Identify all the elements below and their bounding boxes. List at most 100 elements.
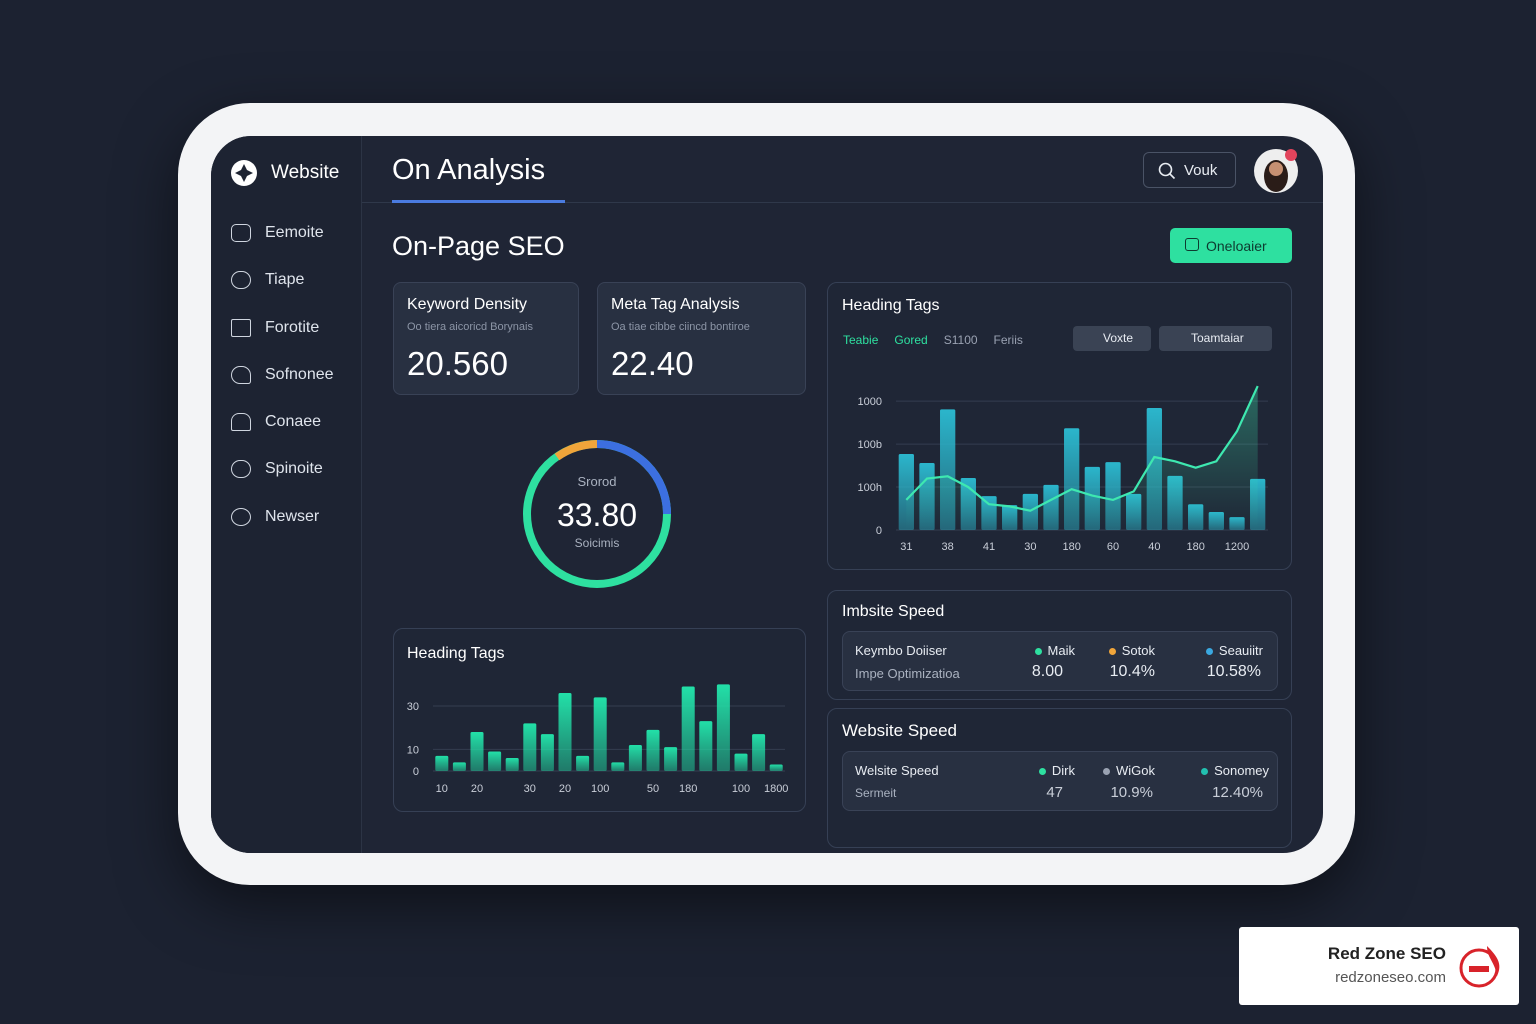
card-title: Meta Tag Analysis (611, 296, 740, 313)
card-subtitle: Oa tiae cibbe ciincd bontiroe (611, 321, 750, 333)
button-label: Oneloaier (1206, 238, 1267, 254)
x-tick-label: 30 (524, 783, 536, 795)
bar (452, 762, 466, 771)
x-tick-label: 180 (1062, 541, 1080, 553)
tab[interactable]: Teabie (843, 333, 879, 347)
header-title: On Analysis (392, 154, 546, 186)
cell-value: 10.9% (1110, 784, 1153, 801)
gauge-top: Srorod (577, 474, 616, 489)
y-tick-label: 1000 (858, 396, 882, 408)
x-tick-label: 31 (900, 541, 912, 553)
panel-title: Imbsite Speed (842, 603, 945, 620)
bar (752, 734, 766, 771)
bar (435, 755, 449, 771)
legend-item: Sonomey (1183, 763, 1269, 778)
x-tick-label: 30 (1024, 541, 1036, 553)
bar (699, 721, 713, 771)
search-box[interactable]: Vouk (1143, 152, 1236, 188)
badge: Red Zone SEO redzoneseo.com (1239, 927, 1519, 1005)
bottom-chart: 0 10 30 10 20 30 20 100 50 180 100 1800 (407, 684, 788, 795)
bar (540, 734, 554, 771)
nav-label: Eemoite (265, 224, 324, 241)
row-label: Keymbo Doiiser (855, 643, 947, 658)
badge-logo (1459, 946, 1500, 988)
cell-value: 47 (1046, 784, 1063, 801)
x-tick-label: 20 (559, 783, 571, 795)
nav-item[interactable]: Sofnonee (231, 366, 334, 384)
bar (628, 745, 642, 771)
chart-button[interactable]: Toamtaiar (1159, 326, 1272, 351)
nav-label: Conaee (265, 413, 322, 430)
x-tick-label: 20 (471, 783, 483, 795)
brand-icon (231, 160, 257, 186)
x-tick-label: 38 (942, 541, 954, 553)
nav-item[interactable]: Newser (231, 508, 319, 526)
x-tick-label: 1200 (1225, 541, 1249, 553)
tab[interactable]: Feriis (993, 333, 1023, 347)
gauge-value: 33.80 (557, 497, 637, 533)
sidebar: Website Eemoite Tiape Forotite Sofnonee … (211, 136, 362, 853)
speed-table: Keymbo Doiiser Impe Optimizatioa Maik 8.… (842, 631, 1278, 691)
legend-item: Dirk (1015, 763, 1075, 778)
nav-label: Tiape (265, 271, 305, 288)
line (905, 385, 1259, 512)
bar (769, 764, 783, 771)
brand-name: Website (271, 162, 340, 183)
chart-title: Heading Tags (842, 297, 940, 314)
x-tick-label: 100 (732, 783, 750, 795)
tab[interactable]: S1100 (943, 333, 978, 347)
bar (734, 753, 748, 771)
bar (558, 693, 572, 771)
card-title: Keyword Density (407, 296, 528, 313)
bar (646, 729, 660, 771)
nav-item[interactable]: Conaee (231, 413, 321, 431)
x-tick-label: 10 (436, 783, 448, 795)
x-tick-label: 50 (647, 783, 659, 795)
legend-item: Maik (1015, 643, 1075, 658)
tab-underline (392, 200, 565, 203)
action-button[interactable]: Oneloaier (1170, 228, 1292, 263)
chart-button[interactable]: Voxte (1073, 326, 1151, 351)
button-label: Voxte (1103, 331, 1134, 345)
bar (716, 684, 730, 771)
bar (681, 686, 695, 771)
gauge: Srorod 33.80 Soicimis (523, 440, 671, 588)
brand: Website (231, 160, 339, 186)
bar (611, 762, 625, 771)
gauge-bottom: Soicimis (575, 536, 620, 550)
y-tick-label: 10 (407, 744, 419, 756)
cell-value: 12.40% (1212, 784, 1263, 801)
nav-item[interactable]: Spinoite (231, 460, 323, 478)
y-tick-label: 0 (876, 525, 882, 537)
card-value: 20.560 (407, 345, 508, 382)
y-tick-label: 30 (407, 701, 419, 713)
row-label: Sermeit (855, 786, 897, 800)
nav-item[interactable]: Eemoite (231, 224, 324, 242)
speed-table: Welsite Speed Sermeit Dirk 47 WiGok 10.9… (842, 751, 1278, 811)
nav-item[interactable]: Forotite (231, 319, 319, 337)
legend-item: Sotok (1095, 643, 1155, 658)
x-tick-label: 41 (983, 541, 995, 553)
nav-label: Newser (265, 508, 320, 525)
badge-name: Red Zone SEO (1327, 944, 1446, 963)
y-tick-label: 100b (858, 439, 882, 451)
bar (664, 747, 678, 771)
page-title: On-Page SEO (392, 231, 565, 261)
cell-value: 10.4% (1109, 663, 1155, 680)
nav-label: Forotite (265, 319, 320, 336)
x-tick-label: 60 (1107, 541, 1119, 553)
x-tick-label: 100 (591, 783, 609, 795)
gauge-arc (554, 440, 598, 461)
legend-item: WiGok (1091, 763, 1155, 778)
cell-value: 8.00 (1031, 663, 1063, 680)
avatar[interactable] (1253, 148, 1301, 194)
x-tick-label: 180 (679, 783, 697, 795)
y-tick-label: 100h (858, 482, 882, 494)
tab[interactable]: Gored (894, 333, 928, 347)
speed-panel: Imbsite Speed Keymbo Doiiser Impe Optimi… (827, 590, 1292, 700)
nav-label: Sofnonee (265, 366, 334, 383)
cell-value: 10.58% (1206, 663, 1261, 680)
card-value: 22.40 (611, 345, 694, 382)
nav-item[interactable]: Tiape (231, 271, 304, 289)
